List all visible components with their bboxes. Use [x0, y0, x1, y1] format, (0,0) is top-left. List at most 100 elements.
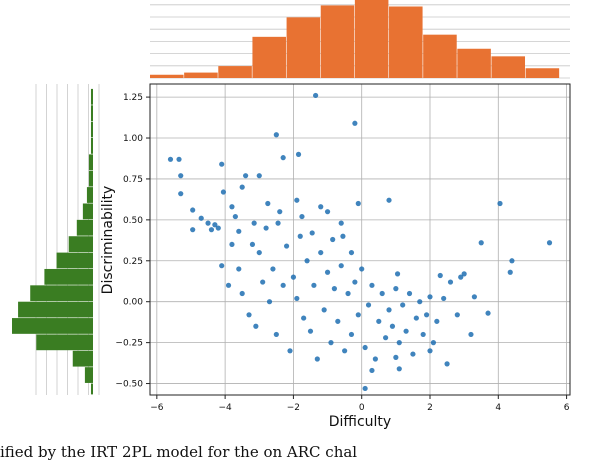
scatter-point — [507, 269, 513, 275]
scatter-point — [444, 361, 450, 367]
scatter-point — [266, 299, 273, 305]
scatter-point — [232, 213, 238, 220]
scatter-point — [328, 340, 334, 346]
scatter-point — [243, 173, 249, 179]
scatter-point — [427, 348, 433, 354]
x-tick-label: −6 — [150, 403, 164, 413]
scatter-point — [396, 340, 402, 346]
x-tick-label: 0 — [359, 403, 365, 413]
x-axis-label: Difficulty — [329, 414, 391, 430]
scatter-point — [324, 269, 331, 275]
scatter-point — [249, 241, 256, 248]
scatter-point — [318, 204, 324, 210]
scatter-point — [355, 312, 361, 318]
scatter-point — [352, 279, 358, 285]
figure: −6 −4 −2 0 2 4 6 −0.50 −0.25 0.00 0.25 0.50 0.75 1.0… — [12, 0, 571, 430]
left-hist-bar — [82, 203, 93, 220]
scatter-point — [458, 274, 464, 280]
y-axis-ticks: −0.50 −0.25 0.00 0.25 0.50 0.75 1.00 1.25 — [115, 93, 150, 390]
top-hist-bar — [286, 17, 321, 78]
scatter-point — [400, 302, 406, 308]
scatter-point — [219, 263, 225, 269]
scatter-point — [413, 315, 419, 321]
scatter-points — [167, 92, 553, 392]
scatter-point — [546, 240, 553, 246]
scatter-point — [454, 312, 460, 318]
scatter-point — [256, 173, 262, 179]
top-hist-bar — [218, 66, 252, 78]
scatter-point — [362, 344, 368, 351]
scatter-point — [461, 271, 467, 277]
y-axis-label: Discriminability — [100, 186, 116, 295]
top-hist-bar — [320, 5, 355, 79]
y-tick-label: 0.50 — [123, 216, 143, 226]
scatter-point — [215, 225, 221, 231]
scatter-point — [283, 243, 290, 249]
scatter-point — [441, 295, 447, 302]
scatter-point — [275, 220, 281, 226]
scatter-point — [260, 279, 266, 285]
scatter-point — [330, 236, 336, 243]
scatter-point — [198, 215, 204, 221]
scatter-point — [359, 266, 365, 272]
scatter-point — [287, 348, 293, 354]
x-axis-ticks: −6 −4 −2 0 2 4 6 — [150, 395, 570, 413]
scatter-point — [468, 331, 474, 338]
scatter-point — [362, 385, 368, 392]
y-tick-label: −0.50 — [115, 380, 143, 390]
scatter-point — [304, 258, 310, 264]
scatter-point — [167, 156, 174, 162]
x-tick-label: 2 — [427, 403, 433, 413]
scatter-point — [417, 299, 423, 305]
left-hist-bar — [44, 268, 93, 285]
scatter-point — [294, 295, 300, 302]
scatter-point — [369, 367, 375, 374]
left-hist-bar — [72, 350, 93, 367]
scatter-point — [270, 266, 276, 272]
scatter-point — [430, 340, 437, 346]
left-histogram — [12, 84, 100, 395]
scatter-point — [220, 189, 227, 195]
scatter-point — [263, 225, 269, 231]
scatter-point — [253, 323, 259, 329]
left-hist-bar — [88, 154, 93, 171]
left-hist-bar — [86, 187, 93, 203]
scatter-point — [273, 132, 279, 138]
scatter-point — [225, 282, 232, 288]
scatter-point — [348, 331, 355, 338]
y-tick-label: 0.75 — [123, 175, 143, 185]
scatter-point — [208, 227, 215, 233]
y-tick-label: 0.25 — [123, 257, 143, 267]
y-tick-label: 0.00 — [123, 298, 143, 308]
left-hist-bar — [90, 105, 93, 122]
top-hist-bar — [491, 56, 526, 78]
y-tick-label: −0.25 — [115, 339, 143, 349]
scatter-point — [434, 318, 440, 324]
scatter-point — [386, 307, 392, 313]
scatter-point — [340, 233, 346, 239]
top-histogram — [150, 0, 570, 79]
scatter-point — [352, 120, 358, 126]
top-hist-bar — [354, 0, 389, 78]
scatter-point — [178, 191, 184, 197]
scatter-point — [190, 207, 196, 213]
figure-caption: ified by the IRT 2PL model for the on AR… — [0, 443, 358, 461]
top-hist-bar — [150, 74, 184, 78]
scatter-point — [321, 307, 327, 313]
scatter-point — [318, 249, 324, 256]
scatter-point — [386, 197, 392, 203]
scatter-point — [471, 294, 477, 300]
scatter-point — [219, 161, 225, 167]
y-tick-label: 1.00 — [123, 134, 143, 144]
scatter-point — [394, 271, 401, 277]
scatter-point — [406, 290, 413, 297]
y-tick-label: 1.25 — [123, 93, 143, 103]
top-hist-bar — [525, 68, 560, 78]
scatter-gridlines — [150, 84, 570, 395]
scatter-point — [290, 274, 297, 280]
scatter-point — [205, 220, 211, 226]
scatter-point — [176, 156, 182, 162]
scatter-point — [393, 286, 399, 292]
scatter-point — [239, 184, 245, 190]
left-hist-bar — [68, 236, 93, 252]
